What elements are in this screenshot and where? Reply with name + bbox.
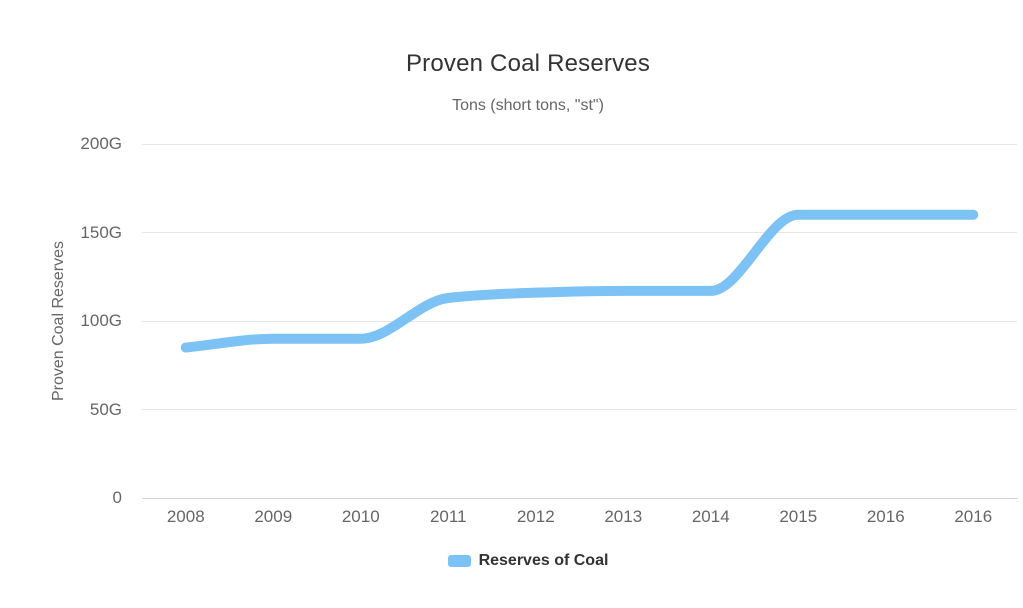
legend: Reserves of Coal [0,552,1023,570]
x-axis-label-2011: 2011 [429,507,467,526]
chart-subtitle: Tons (short tons, "st") [452,97,604,114]
x-axis-label-2016: 2016 [954,507,993,526]
legend-item[interactable]: Reserves of Coal [447,552,609,570]
x-axis-label-2014: 2014 [691,507,730,526]
x-axis-line [142,497,1018,499]
x-axis-label-2015: 2015 [779,507,818,526]
x-axis-label-2009: 2009 [254,507,293,526]
gridline-200G [142,143,1017,145]
y-axis-label-200G: 200G [80,134,122,153]
y-axis-label-100G: 100G [80,311,122,330]
y-axis-label-150G: 150G [80,222,122,242]
x-axis-label-2012: 2012 [516,507,555,526]
legend-marker-icon [447,555,471,567]
series-line-reserves-of-coal[interactable] [180,209,979,353]
y-axis-label-0: 0 [112,488,122,507]
y-axis-label-50G: 50G [89,399,122,419]
x-axis-label-2010: 2010 [341,507,380,526]
legend-label: Reserves of Coal [478,552,609,569]
x-axis-label-2016: 2016 [866,507,905,526]
gridline-150G [142,232,1017,233]
gridline-100G [142,320,1017,322]
x-axis-label-2013: 2013 [604,507,643,526]
gridline-50G [142,409,1017,410]
chart-title: Proven Coal Reserves [405,50,651,77]
x-axis-label-2008: 2008 [166,507,205,526]
